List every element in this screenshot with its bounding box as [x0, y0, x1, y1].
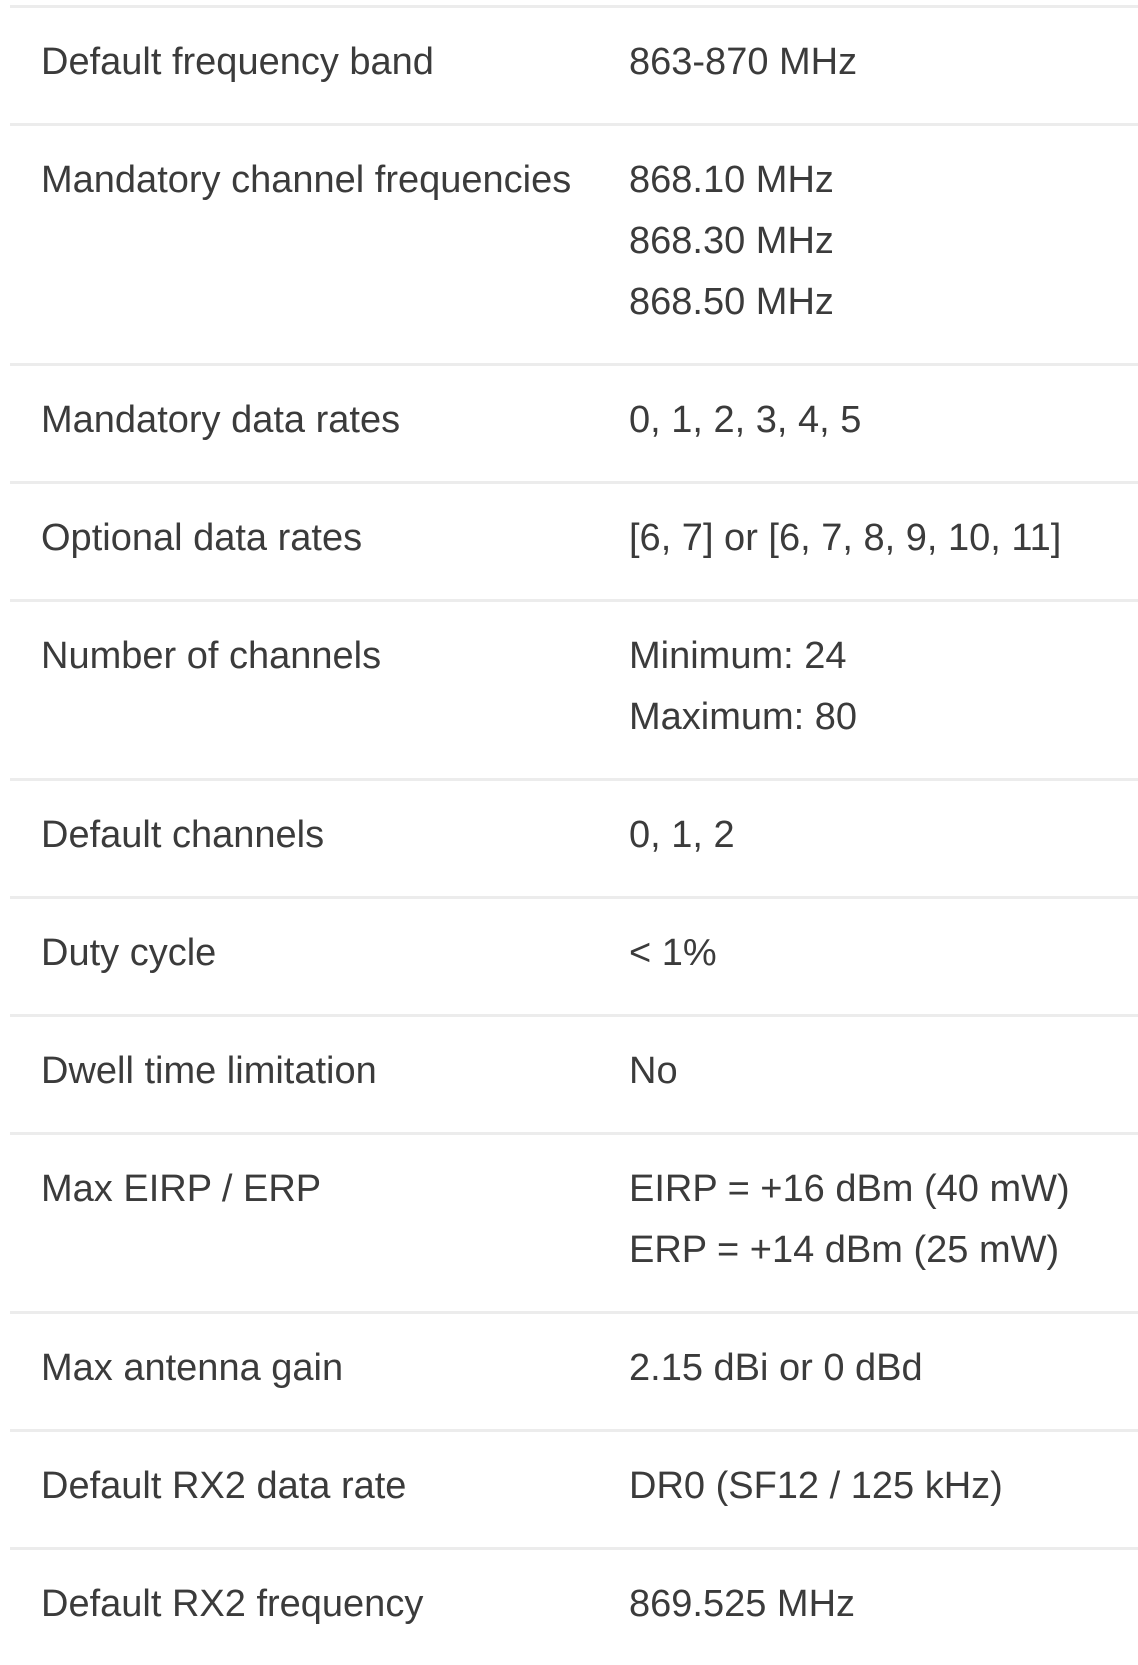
value-line: Minimum: 24 [629, 635, 847, 677]
table-row: Number of channels Minimum: 24 Maximum: … [10, 602, 1138, 781]
value-line: [6, 7] or [6, 7, 8, 9, 10, 11] [629, 517, 1062, 559]
row-label: Duty cycle [41, 932, 217, 974]
row-value: No [629, 1041, 1138, 1102]
row-label: Default RX2 data rate [41, 1465, 407, 1507]
row-label: Default RX2 frequency [41, 1583, 424, 1625]
row-label: Default frequency band [41, 41, 434, 83]
value-line: 0, 1, 2 [629, 814, 735, 856]
row-label: Dwell time limitation [41, 1050, 377, 1092]
row-value: < 1% [629, 923, 1138, 984]
value-line: Maximum: 80 [629, 696, 858, 738]
row-value: 869.525 MHz [629, 1574, 1138, 1635]
value-line: 869.525 MHz [629, 1583, 856, 1625]
row-value: EIRP = +16 dBm (40 mW) ERP = +14 dBm (25… [629, 1159, 1138, 1281]
row-label: Default channels [41, 814, 325, 856]
value-line: No [629, 1050, 678, 1092]
row-value: DR0 (SF12 / 125 kHz) [629, 1456, 1138, 1517]
row-label: Max EIRP / ERP [41, 1168, 322, 1210]
table-row: Default channels 0, 1, 2 [10, 781, 1138, 899]
table-row: Dwell time limitation No [10, 1017, 1138, 1135]
value-line: EIRP = +16 dBm (40 mW) [629, 1168, 1070, 1210]
table-row: Default frequency band 863-870 MHz [10, 8, 1138, 126]
row-value: [6, 7] or [6, 7, 8, 9, 10, 11] [629, 508, 1138, 569]
value-line: 0, 1, 2, 3, 4, 5 [629, 399, 862, 441]
table-row: Default RX2 frequency 869.525 MHz [10, 1550, 1138, 1665]
table-row: Max EIRP / ERP EIRP = +16 dBm (40 mW) ER… [10, 1135, 1138, 1314]
value-line: 2.15 dBi or 0 dBd [629, 1347, 923, 1389]
table-row: Mandatory data rates 0, 1, 2, 3, 4, 5 [10, 366, 1138, 484]
parameters-table: Default frequency band 863-870 MHz Manda… [10, 5, 1138, 1665]
row-label: Mandatory data rates [41, 399, 401, 441]
row-value: 0, 1, 2 [629, 805, 1138, 866]
row-value: 863-870 MHz [629, 32, 1138, 93]
table-row: Default RX2 data rate DR0 (SF12 / 125 kH… [10, 1432, 1138, 1550]
value-line: 868.10 MHz [629, 159, 834, 201]
value-line: DR0 (SF12 / 125 kHz) [629, 1465, 1003, 1507]
value-line: 868.50 MHz [629, 281, 834, 323]
row-value: Minimum: 24 Maximum: 80 [629, 626, 1138, 748]
table-row: Mandatory channel frequencies 868.10 MHz… [10, 126, 1138, 366]
row-label: Mandatory channel frequencies [41, 159, 572, 201]
table-row: Optional data rates [6, 7] or [6, 7, 8, … [10, 484, 1138, 602]
row-value: 2.15 dBi or 0 dBd [629, 1338, 1138, 1399]
value-line: ERP = +14 dBm (25 mW) [629, 1229, 1060, 1271]
row-value: 868.10 MHz 868.30 MHz 868.50 MHz [629, 150, 1138, 333]
value-line: 868.30 MHz [629, 220, 834, 262]
row-value: 0, 1, 2, 3, 4, 5 [629, 390, 1138, 451]
row-label: Optional data rates [41, 517, 363, 559]
value-line: < 1% [629, 932, 717, 974]
table-row: Duty cycle < 1% [10, 899, 1138, 1017]
table-row: Max antenna gain 2.15 dBi or 0 dBd [10, 1314, 1138, 1432]
row-label: Number of channels [41, 635, 382, 677]
row-label: Max antenna gain [41, 1347, 344, 1389]
value-line: 863-870 MHz [629, 41, 858, 83]
